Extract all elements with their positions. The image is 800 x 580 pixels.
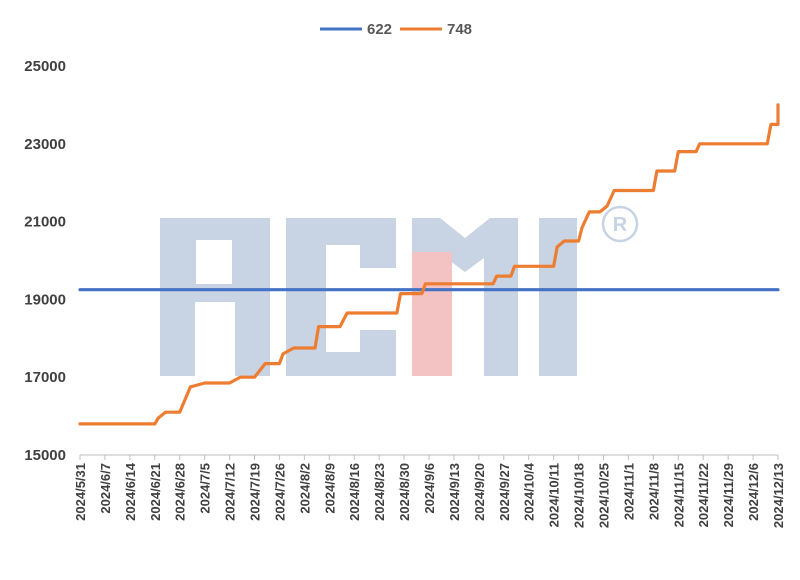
x-tick-label: 2024/8/2 [297, 463, 312, 514]
x-tick-label: 2024/8/30 [397, 463, 412, 521]
y-tick-label: 21000 [24, 214, 66, 231]
series-group [78, 103, 780, 426]
x-tick-label: 2024/10/4 [522, 462, 537, 521]
series-line-748 [78, 103, 780, 426]
x-tick-label: 2024/8/16 [347, 463, 362, 521]
x-tick-label: 2024/9/20 [472, 463, 487, 521]
x-tick-label: 2024/12/6 [746, 463, 761, 521]
x-axis: 2024/5/31 2024/6/7 2024/6/14 2024/6/21 2024/… [73, 454, 786, 528]
x-tick-label: 2024/8/9 [322, 463, 337, 514]
x-tick-label: 2024/11/22 [696, 463, 711, 527]
x-tick-label: 2024/9/27 [497, 463, 512, 521]
y-tick-label: 23000 [24, 136, 66, 153]
x-tick-label: 2024/11/8 [646, 463, 661, 520]
x-tick-label: 2024/9/13 [447, 463, 462, 521]
y-tick-label: 17000 [24, 369, 66, 386]
x-tick-label: 2024/6/21 [148, 463, 163, 521]
legend-label-622: 622 [367, 21, 392, 38]
x-tick-label: 2024/7/26 [272, 463, 287, 521]
x-tick-label: 2024/11/1 [621, 463, 636, 520]
chart-legend: 622 748 [320, 21, 472, 38]
x-tick-label: 2024/7/5 [198, 463, 213, 514]
x-tick-label: 2024/9/6 [422, 463, 437, 514]
x-tick-label: 2024/10/25 [597, 463, 612, 528]
x-tick-label: 2024/7/19 [248, 463, 263, 521]
y-axis: 15000 17000 19000 21000 23000 25000 [24, 58, 66, 464]
y-tick-label: 15000 [24, 447, 66, 464]
legend-label-748: 748 [447, 21, 472, 38]
x-tick-label: 2024/12/13 [771, 463, 786, 528]
x-tick-label: 2024/6/28 [173, 463, 188, 521]
x-tick-label: 2024/11/29 [721, 463, 736, 527]
x-tick-label: 2024/5/31 [73, 463, 88, 521]
x-tick-label: 2024/11/15 [671, 463, 686, 527]
x-tick-label: 2024/10/11 [547, 463, 562, 527]
y-tick-label: 25000 [24, 58, 66, 75]
svg-text:R: R [613, 214, 628, 236]
x-tick-label: 2024/10/18 [572, 463, 587, 528]
x-tick-label: 2024/7/12 [223, 463, 238, 521]
x-tick-label: 2024/8/23 [372, 463, 387, 521]
y-tick-label: 19000 [24, 291, 66, 308]
acmi-watermark-logo: R [160, 205, 639, 376]
x-tick-label: 2024/6/7 [98, 463, 113, 514]
x-tick-label: 2024/6/14 [123, 462, 138, 521]
